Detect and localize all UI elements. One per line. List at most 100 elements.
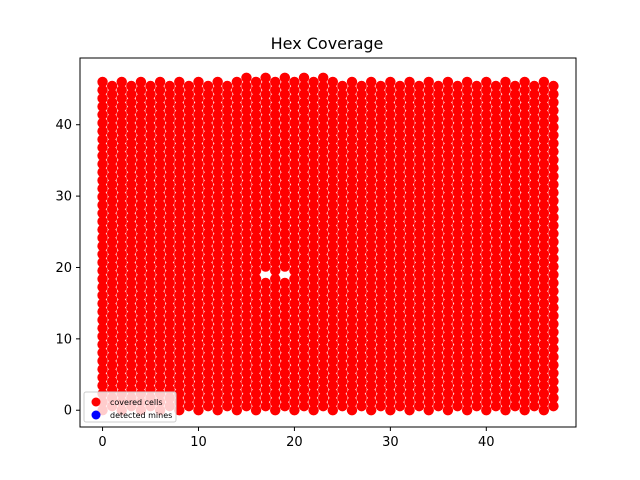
covered-cell-point	[356, 130, 367, 141]
covered-cell-point	[135, 175, 147, 186]
covered-cell-point	[154, 134, 166, 145]
covered-cell-point	[202, 351, 214, 363]
covered-cell-point	[327, 249, 338, 260]
covered-cell-point	[365, 281, 377, 293]
covered-cell-point	[442, 331, 454, 342]
covered-cell-point	[327, 363, 338, 375]
covered-cell-point	[442, 322, 454, 334]
covered-cell-point	[135, 322, 147, 334]
covered-cell-point	[241, 97, 252, 108]
covered-cell-point	[337, 154, 348, 166]
covered-cell-point	[174, 134, 185, 145]
covered-cell-point	[289, 232, 300, 244]
covered-cell-point	[365, 224, 377, 235]
covered-cell-point	[452, 368, 463, 379]
covered-cell-point	[135, 265, 147, 276]
covered-cell-point	[461, 142, 473, 153]
covered-cell-point	[365, 109, 377, 120]
covered-cell-point	[365, 388, 377, 400]
covered-cell-point	[394, 228, 406, 239]
covered-cell-point	[481, 150, 492, 161]
covered-cell-point	[174, 232, 185, 244]
covered-cell-point	[298, 195, 310, 207]
covered-cell-point	[154, 158, 166, 170]
y-tick-label: 0	[64, 404, 72, 419]
covered-cell-point	[442, 257, 454, 268]
covered-cell-point	[394, 343, 406, 354]
covered-cell-point	[270, 76, 281, 88]
covered-cell-point	[183, 253, 195, 264]
covered-cell-point	[164, 318, 175, 330]
covered-cell-point	[241, 187, 252, 198]
covered-cell-point	[164, 179, 175, 190]
covered-cell-point	[461, 216, 473, 227]
covered-cell-point	[212, 167, 223, 178]
covered-cell-point	[97, 208, 108, 219]
covered-cell-point	[183, 130, 195, 141]
covered-cell-point	[212, 265, 223, 276]
covered-cell-point	[509, 359, 521, 371]
covered-cell-point	[145, 277, 156, 289]
covered-cell-point	[433, 97, 444, 108]
covered-cell-point	[375, 286, 386, 297]
covered-cell-point	[490, 236, 502, 248]
covered-cell-point	[529, 376, 540, 387]
covered-cell-point	[413, 269, 425, 280]
covered-cell-point	[289, 331, 300, 342]
covered-cell-point	[346, 101, 358, 112]
covered-cell-point	[375, 187, 386, 198]
covered-cell-point	[337, 327, 348, 338]
covered-cell-point	[222, 286, 233, 297]
covered-cell-point	[423, 388, 434, 400]
covered-cell-point	[183, 310, 195, 322]
covered-cell-point	[116, 347, 127, 358]
covered-cell-point	[404, 76, 415, 88]
covered-cell-point	[241, 113, 252, 125]
covered-cell-point	[538, 93, 550, 104]
covered-cell-point	[97, 84, 108, 96]
covered-cell-point	[183, 277, 195, 289]
covered-cell-point	[212, 208, 223, 219]
covered-cell-point	[97, 142, 108, 153]
covered-cell-point	[529, 368, 540, 379]
covered-cell-point	[164, 121, 175, 133]
covered-cell-point	[327, 93, 338, 104]
covered-cell-point	[346, 84, 358, 96]
covered-cell-point	[442, 76, 454, 88]
covered-cell-point	[509, 368, 521, 379]
covered-cell-point	[519, 265, 530, 276]
covered-cell-point	[145, 97, 156, 108]
covered-cell-point	[481, 322, 492, 334]
covered-cell-point	[126, 376, 137, 387]
covered-cell-point	[433, 89, 444, 100]
covered-cell-point	[452, 228, 463, 239]
covered-cell-point	[289, 134, 300, 145]
covered-cell-point	[413, 105, 425, 116]
covered-cell-point	[433, 146, 444, 157]
covered-cell-point	[279, 138, 291, 149]
covered-cell-point	[212, 322, 223, 334]
covered-cell-point	[164, 359, 175, 371]
covered-cell-point	[260, 138, 271, 149]
covered-cell-point	[212, 150, 223, 161]
covered-cell-point	[289, 167, 300, 178]
covered-cell-point	[154, 347, 166, 358]
covered-cell-point	[212, 405, 223, 416]
covered-cell-point	[250, 314, 262, 326]
covered-cell-point	[222, 179, 233, 190]
covered-cell-point	[519, 183, 530, 194]
covered-cell-point	[145, 89, 156, 100]
covered-cell-point	[413, 171, 425, 182]
covered-cell-point	[346, 257, 358, 268]
covered-cell-point	[270, 339, 281, 350]
covered-cell-point	[164, 171, 175, 182]
covered-cell-point	[270, 109, 281, 120]
covered-cell-point	[404, 158, 415, 170]
covered-cell-point	[241, 162, 252, 174]
covered-cell-point	[394, 220, 406, 231]
covered-cell-point	[164, 310, 175, 322]
covered-cell-point	[394, 384, 406, 395]
covered-cell-point	[356, 236, 367, 248]
covered-cell-point	[164, 203, 175, 215]
covered-cell-point	[183, 343, 195, 354]
